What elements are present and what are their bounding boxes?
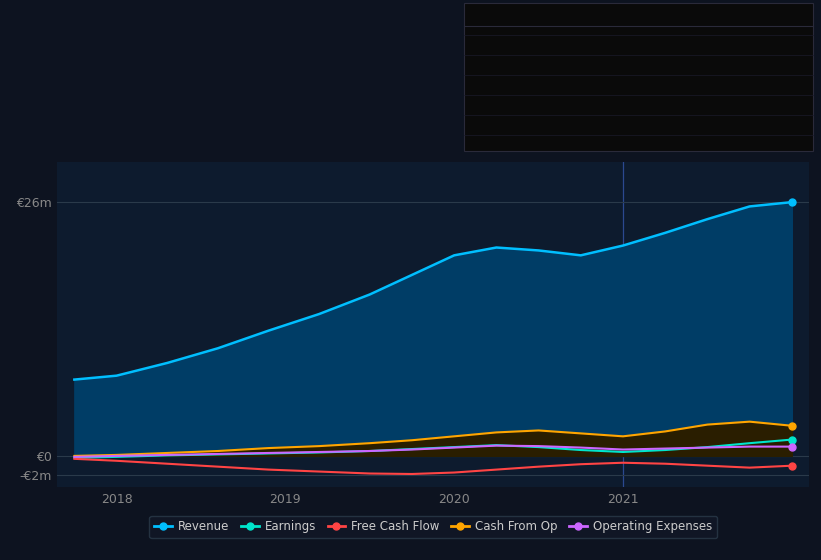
Text: €25.937m: €25.937m xyxy=(620,31,682,41)
Point xyxy=(785,198,798,207)
Text: €3.081m: €3.081m xyxy=(620,111,674,121)
Text: €1.667m: €1.667m xyxy=(620,51,675,61)
Point xyxy=(785,442,798,451)
Text: /yr: /yr xyxy=(621,111,667,121)
Text: /yr: /yr xyxy=(621,51,667,61)
Text: Dec 31 2021: Dec 31 2021 xyxy=(474,13,561,26)
Legend: Revenue, Earnings, Free Cash Flow, Cash From Op, Operating Expenses: Revenue, Earnings, Free Cash Flow, Cash … xyxy=(149,516,717,538)
Text: Operating Expenses: Operating Expenses xyxy=(474,131,586,141)
Text: 6.4%: 6.4% xyxy=(620,71,651,81)
Text: €947.641k: €947.641k xyxy=(620,131,686,141)
Text: Cash From Op: Cash From Op xyxy=(474,111,552,121)
Point xyxy=(785,435,798,444)
Text: Revenue: Revenue xyxy=(474,31,522,41)
Text: Earnings: Earnings xyxy=(474,51,522,61)
Text: /yr: /yr xyxy=(621,31,667,41)
Point xyxy=(785,421,798,430)
Text: Free Cash Flow: Free Cash Flow xyxy=(474,91,557,101)
Text: /yr: /yr xyxy=(621,131,667,141)
Text: profit margin: profit margin xyxy=(665,71,741,81)
Text: -€1.003m: -€1.003m xyxy=(620,91,679,101)
Text: /yr: /yr xyxy=(621,91,667,101)
Point xyxy=(785,461,798,470)
